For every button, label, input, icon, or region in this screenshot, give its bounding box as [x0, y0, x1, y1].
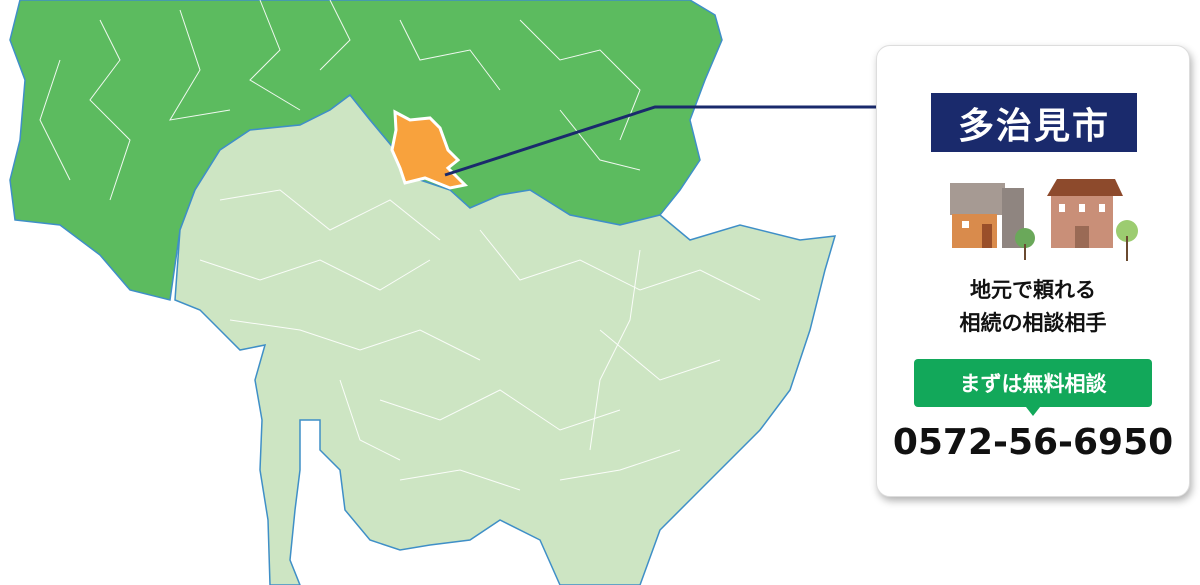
leader-line	[444, 105, 930, 177]
free-consultation-button[interactable]: まずは無料相談	[914, 359, 1152, 416]
city-label: 多治見市	[931, 93, 1137, 152]
inner-region-aichi	[174, 93, 837, 585]
municipal-boundaries	[39, 0, 761, 491]
tagline: 地元で頼れる 相続の相談相手	[877, 274, 1189, 340]
tagline-line-2: 相続の相談相手	[959, 311, 1107, 335]
tajimi-city-highlight	[390, 109, 469, 190]
phone-number[interactable]: 0572-56-6950	[892, 422, 1174, 463]
tree-icon	[1116, 220, 1138, 261]
modern-house-icon	[950, 183, 1024, 248]
brick-house-icon	[1047, 179, 1123, 248]
houses-illustration	[950, 179, 1138, 261]
tagline-line-1: 地元で頼れる	[970, 278, 1096, 302]
tree-icon	[1015, 228, 1035, 260]
info-card: 多治見市 地元で頼れる 相続の相談相手 まずは無料相談 0572-56-6950	[876, 45, 1190, 497]
